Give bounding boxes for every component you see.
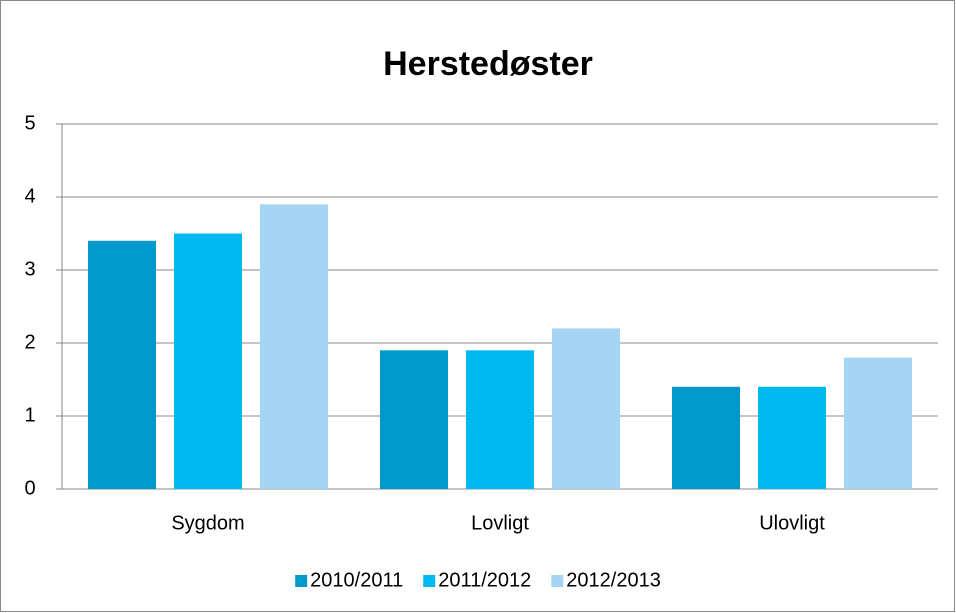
legend-label: 2011/2012 — [438, 569, 531, 591]
legend-label: 2012/2013 — [566, 569, 661, 591]
y-tick-label: 3 — [24, 258, 35, 280]
y-tick-label: 0 — [24, 477, 35, 499]
bar — [260, 204, 328, 490]
legend-swatch — [551, 575, 564, 587]
chart-title: Herstedøster — [383, 45, 593, 83]
x-tick-label: Ulovligt — [759, 512, 825, 534]
y-tick-label: 1 — [24, 404, 35, 426]
bar — [380, 350, 448, 489]
legend-swatch — [423, 575, 436, 587]
y-tick-label: 2 — [24, 331, 35, 353]
x-tick-label: Lovligt — [471, 512, 529, 534]
legend-swatch — [295, 575, 308, 587]
bar — [552, 328, 620, 489]
x-tick-label: Sygdom — [171, 512, 244, 534]
bar — [466, 350, 534, 489]
bar — [88, 240, 156, 489]
y-tick-label: 4 — [24, 185, 35, 207]
bar — [758, 386, 826, 489]
bar — [174, 233, 242, 489]
y-tick-label: 5 — [24, 112, 35, 134]
bar — [672, 386, 740, 489]
bar — [844, 357, 912, 489]
legend-label: 2010/2011 — [310, 569, 403, 591]
